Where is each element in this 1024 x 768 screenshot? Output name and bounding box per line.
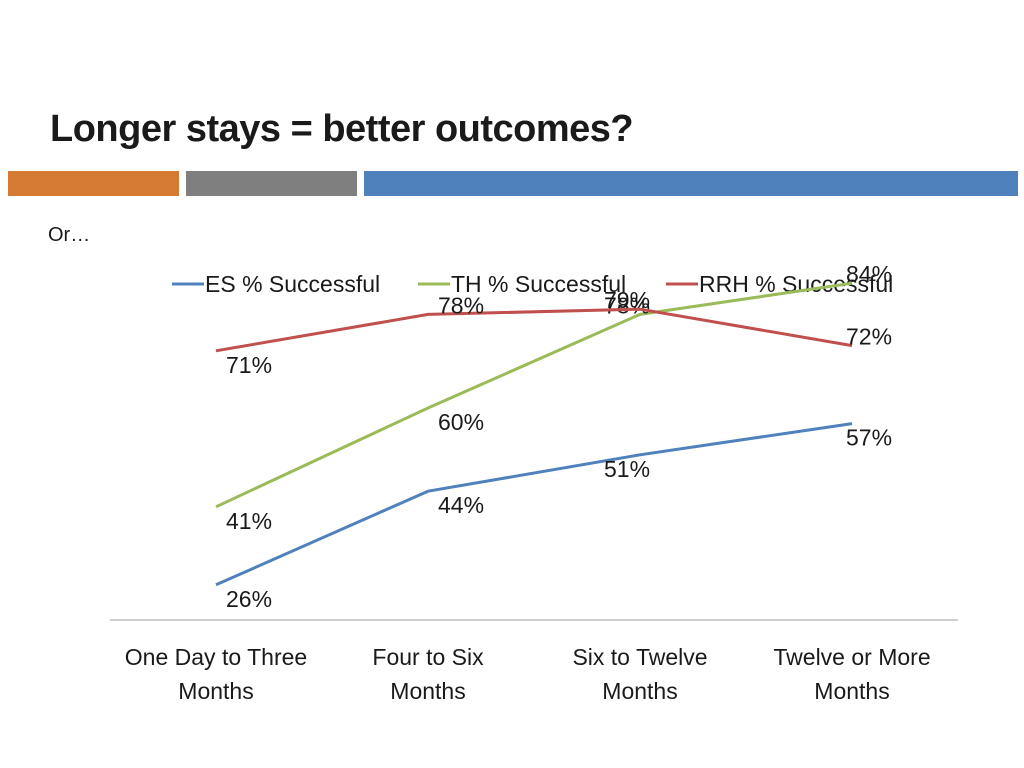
x-tick-label: Months: [178, 678, 253, 704]
x-tick-label: Months: [602, 678, 677, 704]
data-label: 26%: [226, 586, 272, 612]
data-label: 79%: [604, 287, 650, 313]
legend-label: TH % Successful: [451, 271, 626, 297]
data-label: 41%: [226, 508, 272, 534]
series-line-2: [215, 281, 853, 509]
x-tick-label: One Day to Three: [125, 644, 307, 670]
accent-bar-orange: [8, 171, 179, 196]
x-tick-label: Months: [814, 678, 889, 704]
data-label: 72%: [846, 324, 892, 350]
accent-bar-gray: [186, 171, 357, 196]
data-label: 57%: [846, 425, 892, 451]
x-tick-label: Six to Twelve: [572, 644, 707, 670]
x-tick-label: Twelve or More: [773, 644, 930, 670]
data-label: 60%: [438, 409, 484, 435]
legend-label: ES % Successful: [205, 271, 380, 297]
data-label: 51%: [604, 456, 650, 482]
slide-subtitle: Or…: [48, 224, 91, 246]
slide-title: Longer stays = better outcomes?: [50, 108, 634, 150]
data-label: 78%: [604, 292, 650, 318]
series-line-3: [215, 307, 853, 353]
series-line-1: [215, 422, 853, 587]
x-tick-label: Months: [390, 678, 465, 704]
data-label: 78%: [438, 292, 484, 318]
data-label: 71%: [226, 352, 272, 378]
x-tick-label: Four to Six: [372, 644, 484, 670]
data-label: 84%: [846, 261, 892, 287]
accent-bar-blue: [364, 171, 1018, 196]
data-label: 44%: [438, 492, 484, 518]
